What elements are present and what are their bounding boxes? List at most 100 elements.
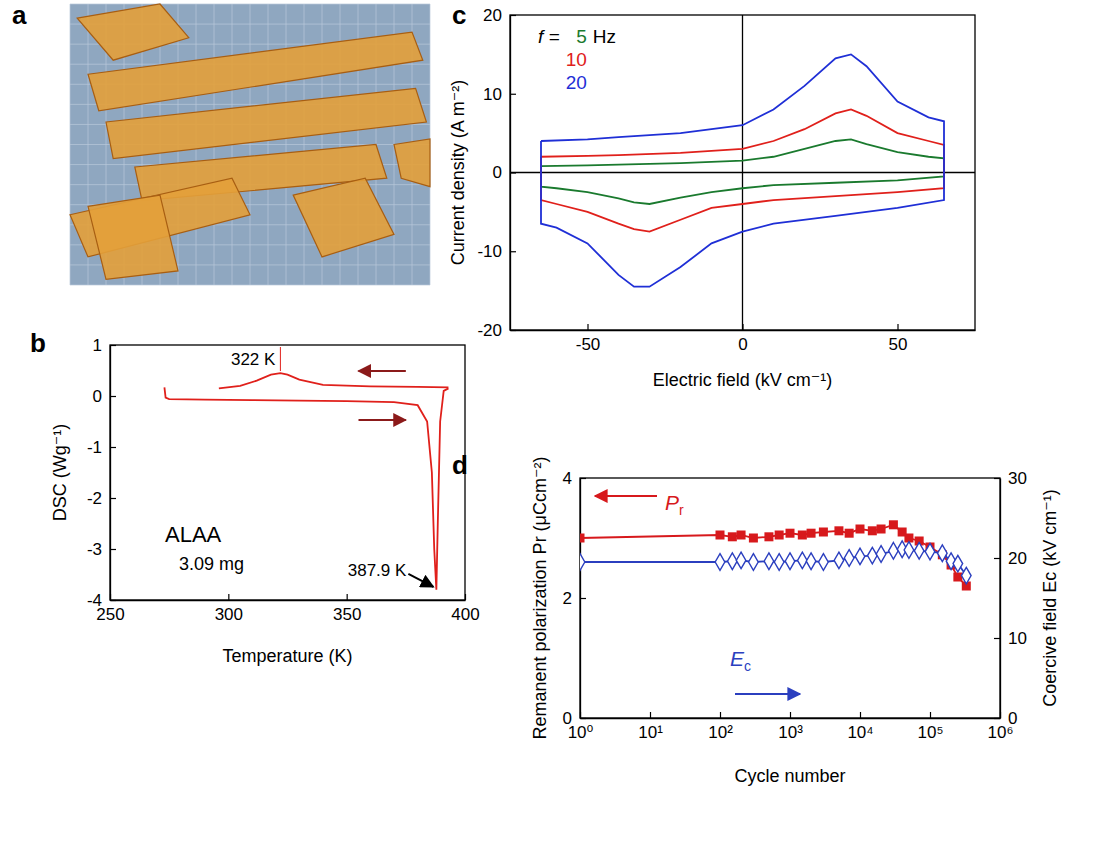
tick: -3 bbox=[87, 540, 116, 559]
annotation: 322 K bbox=[231, 350, 276, 369]
tick: 350 bbox=[333, 594, 361, 624]
data-point bbox=[914, 542, 924, 559]
axis-line bbox=[110, 346, 111, 601]
tick: 0 bbox=[994, 709, 1017, 728]
tick: 50 bbox=[889, 324, 908, 354]
data-line bbox=[164, 387, 448, 589]
tick: 10³ bbox=[778, 712, 803, 742]
tick-mark bbox=[110, 600, 116, 601]
data-line bbox=[541, 54, 944, 286]
x-axis-title: Cycle number bbox=[734, 766, 845, 786]
tick-mark bbox=[510, 251, 516, 252]
tick-label: 300 bbox=[215, 605, 243, 624]
tick: 300 bbox=[215, 594, 243, 624]
plot-frame bbox=[510, 15, 975, 330]
data-point bbox=[877, 525, 886, 534]
tick-mark bbox=[580, 478, 586, 479]
panel-letter: a bbox=[12, 0, 27, 30]
tick-label: 0 bbox=[1008, 709, 1017, 728]
tick: 20 bbox=[994, 549, 1027, 568]
tick-label: 10 bbox=[483, 85, 502, 104]
legend-title: f = bbox=[538, 26, 560, 47]
tick-mark bbox=[897, 324, 898, 330]
tick: -50 bbox=[576, 324, 601, 354]
tick-label: 0 bbox=[493, 163, 502, 182]
tick: -1 bbox=[87, 438, 116, 457]
tick-label: -50 bbox=[576, 335, 601, 354]
data-point bbox=[580, 534, 585, 543]
tick-mark bbox=[510, 15, 516, 16]
data-point bbox=[764, 553, 774, 570]
plot-area bbox=[541, 54, 944, 286]
photo-background bbox=[70, 4, 430, 285]
plot-frame bbox=[580, 478, 1000, 718]
tick-mark bbox=[580, 598, 586, 599]
tick-mark bbox=[994, 558, 1000, 559]
tick-mark bbox=[580, 718, 586, 719]
direction-arrow bbox=[359, 419, 406, 421]
series-arrow bbox=[735, 693, 800, 695]
y-axis-title: DSC (Wg⁻¹) bbox=[50, 424, 70, 522]
data-point bbox=[798, 552, 808, 569]
data-point bbox=[785, 553, 795, 570]
crystal bbox=[293, 178, 394, 257]
tick-mark bbox=[994, 718, 1000, 719]
data-point bbox=[961, 567, 971, 584]
series-label: Ec bbox=[730, 647, 751, 674]
tick-mark bbox=[790, 712, 791, 718]
data-point bbox=[716, 531, 725, 540]
tick-label: 400 bbox=[451, 605, 479, 624]
data-point bbox=[749, 554, 759, 571]
data-point bbox=[834, 552, 844, 569]
y-axis: 0 2 4 bbox=[563, 469, 586, 728]
tick: 400 bbox=[451, 594, 479, 624]
crystal bbox=[88, 195, 178, 279]
panel-c: -50050-20-1001020Electric field (kV cm⁻¹… bbox=[448, 6, 976, 390]
tick: 10⁴ bbox=[847, 712, 873, 742]
tick-label: 0 bbox=[738, 335, 747, 354]
annotation-arrow bbox=[408, 574, 433, 587]
tick-mark bbox=[110, 396, 116, 397]
x-axis-title: Temperature (K) bbox=[222, 646, 352, 666]
data-point bbox=[580, 554, 585, 571]
data-point bbox=[844, 550, 854, 567]
tick-mark bbox=[347, 594, 348, 600]
tick: -10 bbox=[477, 242, 516, 261]
tick: 10⁵ bbox=[918, 712, 944, 742]
photo-grid bbox=[70, 4, 430, 5]
tick-mark bbox=[860, 712, 861, 718]
data-point bbox=[749, 534, 758, 543]
tick-label: 10¹ bbox=[638, 723, 663, 742]
x-axis: 10⁰10¹10²10³10⁴10⁵10⁶ bbox=[568, 712, 1014, 742]
axis-line bbox=[111, 600, 466, 601]
zero-line bbox=[510, 172, 975, 173]
tick: 10² bbox=[708, 712, 733, 742]
photo-grid bbox=[70, 285, 430, 286]
x-axis: 250300350400 bbox=[96, 594, 479, 624]
tick: -4 bbox=[87, 591, 116, 610]
tick: 2 bbox=[563, 589, 586, 608]
data-point bbox=[925, 543, 935, 560]
tick-mark bbox=[510, 94, 516, 95]
y-axis-title: Current density (A m⁻²) bbox=[448, 80, 468, 266]
tick-label: 1 bbox=[93, 336, 102, 355]
tick: 1 bbox=[93, 336, 116, 355]
tick-label: 0 bbox=[93, 387, 102, 406]
annotation: ALAA bbox=[165, 522, 222, 547]
tick: 30 bbox=[994, 469, 1027, 488]
tick-mark bbox=[994, 638, 1000, 639]
data-point bbox=[889, 520, 898, 529]
tick-label: 4 bbox=[563, 469, 572, 488]
tick-label: 0 bbox=[563, 709, 572, 728]
tick: 0 bbox=[93, 387, 116, 406]
tick-label: 10⁵ bbox=[918, 723, 944, 742]
tick-mark bbox=[110, 345, 116, 346]
data-line bbox=[580, 525, 966, 586]
tick: 4 bbox=[563, 469, 586, 488]
tick-label: -4 bbox=[87, 591, 102, 610]
legend-unit: Hz bbox=[593, 26, 616, 47]
tick: 20 bbox=[483, 6, 516, 25]
legend: f =51020Hz bbox=[538, 26, 616, 93]
data-point bbox=[798, 531, 807, 540]
tick-label: -1 bbox=[87, 438, 102, 457]
